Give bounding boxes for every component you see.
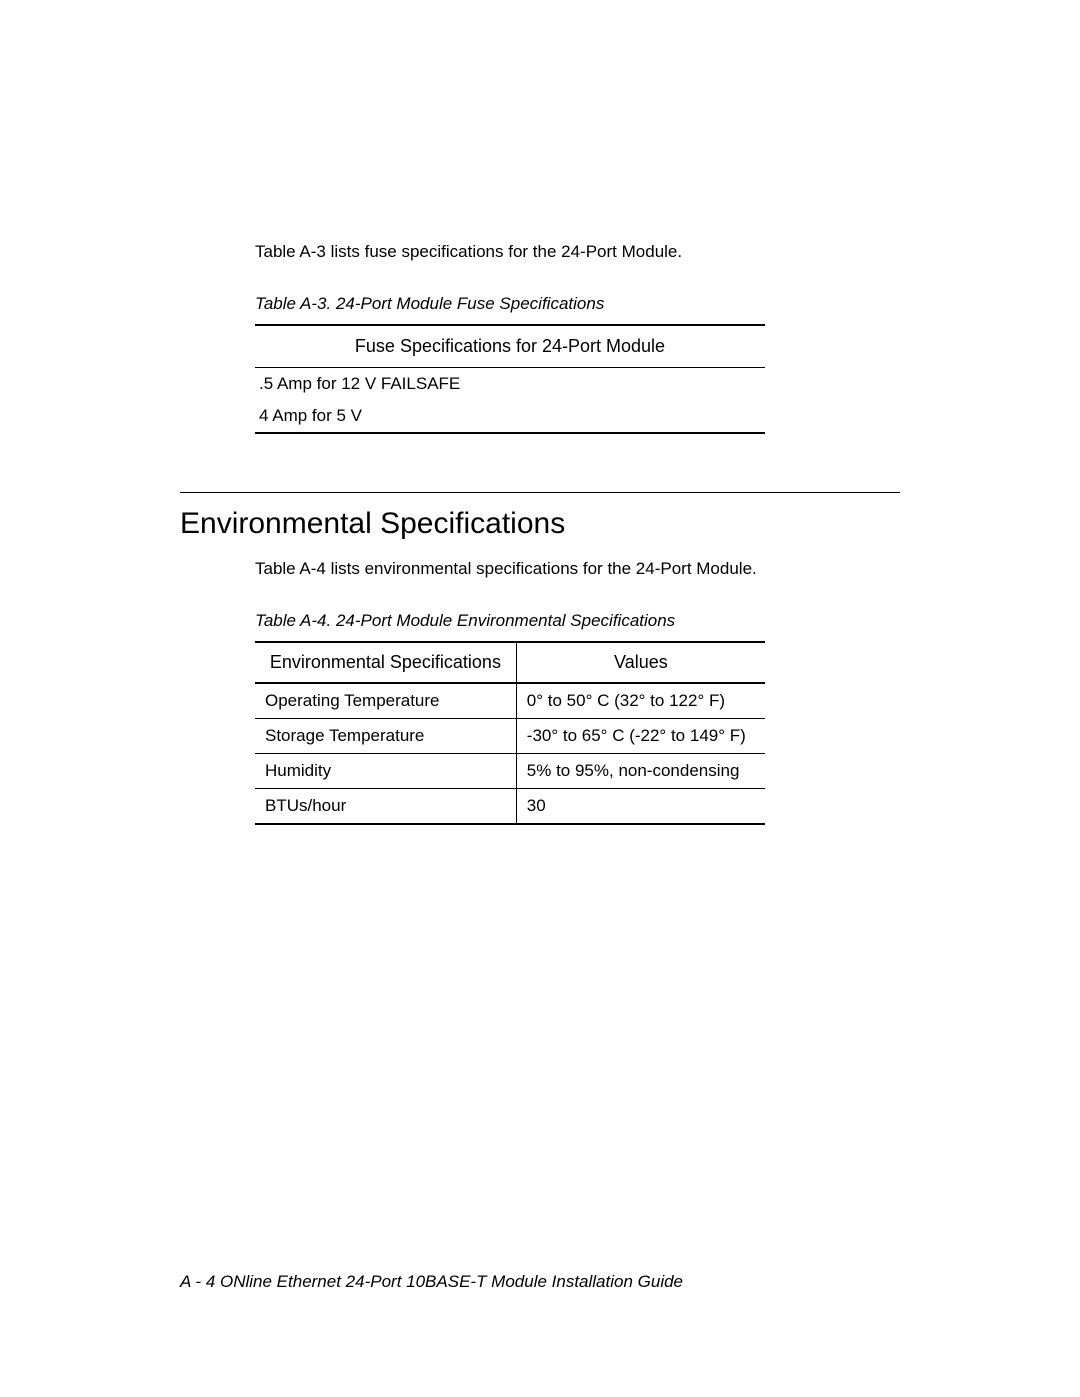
page-footer: A - 4 ONline Ethernet 24-Port 10BASE-T M… <box>180 1272 683 1292</box>
fuse-intro-text: Table A-3 lists fuse specifications for … <box>255 242 900 262</box>
env-spec-value: -30° to 65° C (-22° to 149° F) <box>516 719 765 754</box>
fuse-table-header: Fuse Specifications for 24-Port Module <box>255 325 765 368</box>
env-table-col-spec: Environmental Specifications <box>255 642 516 683</box>
table-a4-caption: Table A-4. 24-Port Module Environmental … <box>255 611 900 631</box>
table-a3-caption: Table A-3. 24-Port Module Fuse Specifica… <box>255 294 900 314</box>
table-row: Operating Temperature 0° to 50° C (32° t… <box>255 683 765 719</box>
table-row: .5 Amp for 12 V FAILSAFE <box>255 368 765 401</box>
env-spec-value: 30 <box>516 789 765 825</box>
env-spec-name: Humidity <box>255 754 516 789</box>
env-spec-name: Operating Temperature <box>255 683 516 719</box>
env-spec-name: Storage Temperature <box>255 719 516 754</box>
env-spec-value: 0° to 50° C (32° to 122° F) <box>516 683 765 719</box>
env-intro-text: Table A-4 lists environmental specificat… <box>255 559 900 579</box>
env-spec-value: 5% to 95%, non-condensing <box>516 754 765 789</box>
fuse-spec-cell: .5 Amp for 12 V FAILSAFE <box>255 368 765 401</box>
section-divider <box>180 492 900 493</box>
table-row: 4 Amp for 5 V <box>255 400 765 433</box>
section-heading: Environmental Specifications <box>180 507 900 541</box>
table-row: Humidity 5% to 95%, non-condensing <box>255 754 765 789</box>
fuse-table: Fuse Specifications for 24-Port Module .… <box>255 324 765 434</box>
env-spec-name: BTUs/hour <box>255 789 516 825</box>
env-table-col-values: Values <box>516 642 765 683</box>
table-row: BTUs/hour 30 <box>255 789 765 825</box>
table-row: Storage Temperature -30° to 65° C (-22° … <box>255 719 765 754</box>
env-table: Environmental Specifications Values Oper… <box>255 641 765 825</box>
fuse-spec-cell: 4 Amp for 5 V <box>255 400 765 433</box>
page-content: Table A-3 lists fuse specifications for … <box>0 0 1080 825</box>
